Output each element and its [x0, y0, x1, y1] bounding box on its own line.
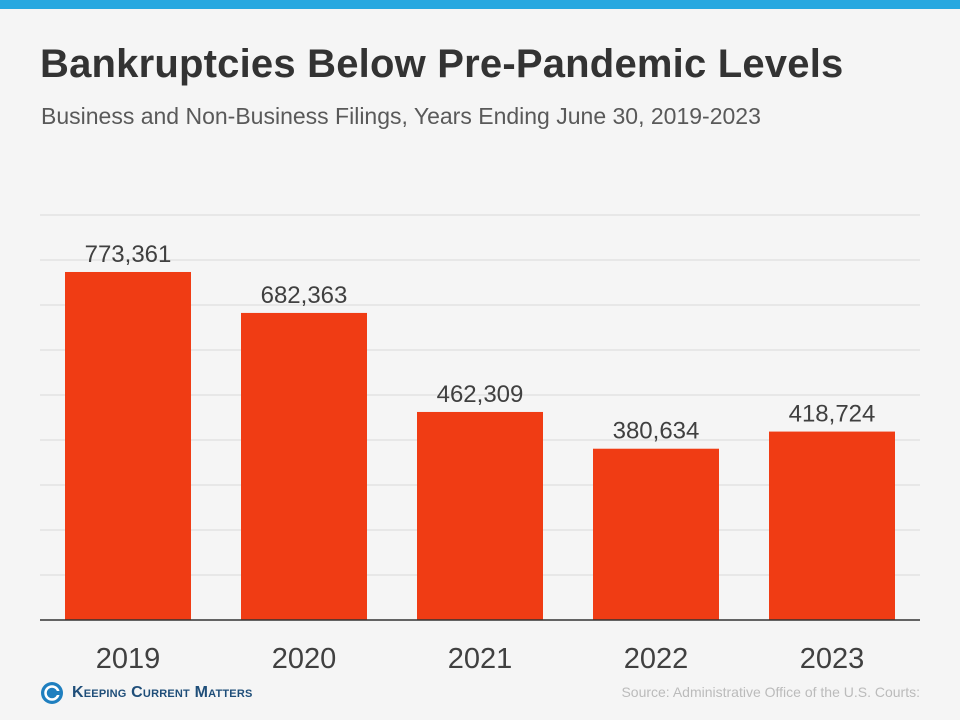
bar-2021	[417, 411, 543, 620]
data-label-2020: 682,363	[261, 282, 348, 309]
data-label-2022: 380,634	[613, 418, 700, 445]
x-tick-label-2023: 2023	[800, 643, 865, 675]
chart-title: Bankruptcies Below Pre-Pandemic Levels	[40, 42, 844, 86]
bar-2022	[593, 448, 719, 620]
data-label-2023: 418,724	[789, 401, 876, 428]
data-label-2021: 462,309	[437, 381, 524, 408]
x-tick-label-2022: 2022	[624, 643, 689, 675]
kcm-logo-icon	[40, 681, 64, 705]
source-note: Source: Administrative Office of the U.S…	[621, 684, 920, 700]
data-label-2019: 773,361	[85, 241, 172, 268]
x-tick-label-2021: 2021	[448, 643, 513, 675]
brand-logo: Keeping Current Matters	[40, 678, 253, 708]
x-tick-label-2019: 2019	[96, 643, 161, 675]
bar-2019	[65, 271, 191, 620]
x-tick-label-2020: 2020	[272, 643, 337, 675]
top-accent-bar	[0, 0, 960, 9]
bar-2020	[241, 312, 367, 620]
bar-chart: 773,361 2019 682,363 2020 462,309 2021 380,634…	[40, 214, 920, 675]
brand-name: Keeping Current Matters	[72, 684, 253, 701]
bar-2023	[769, 431, 895, 620]
chart-subtitle: Business and Non-Business Filings, Years…	[41, 103, 761, 129]
